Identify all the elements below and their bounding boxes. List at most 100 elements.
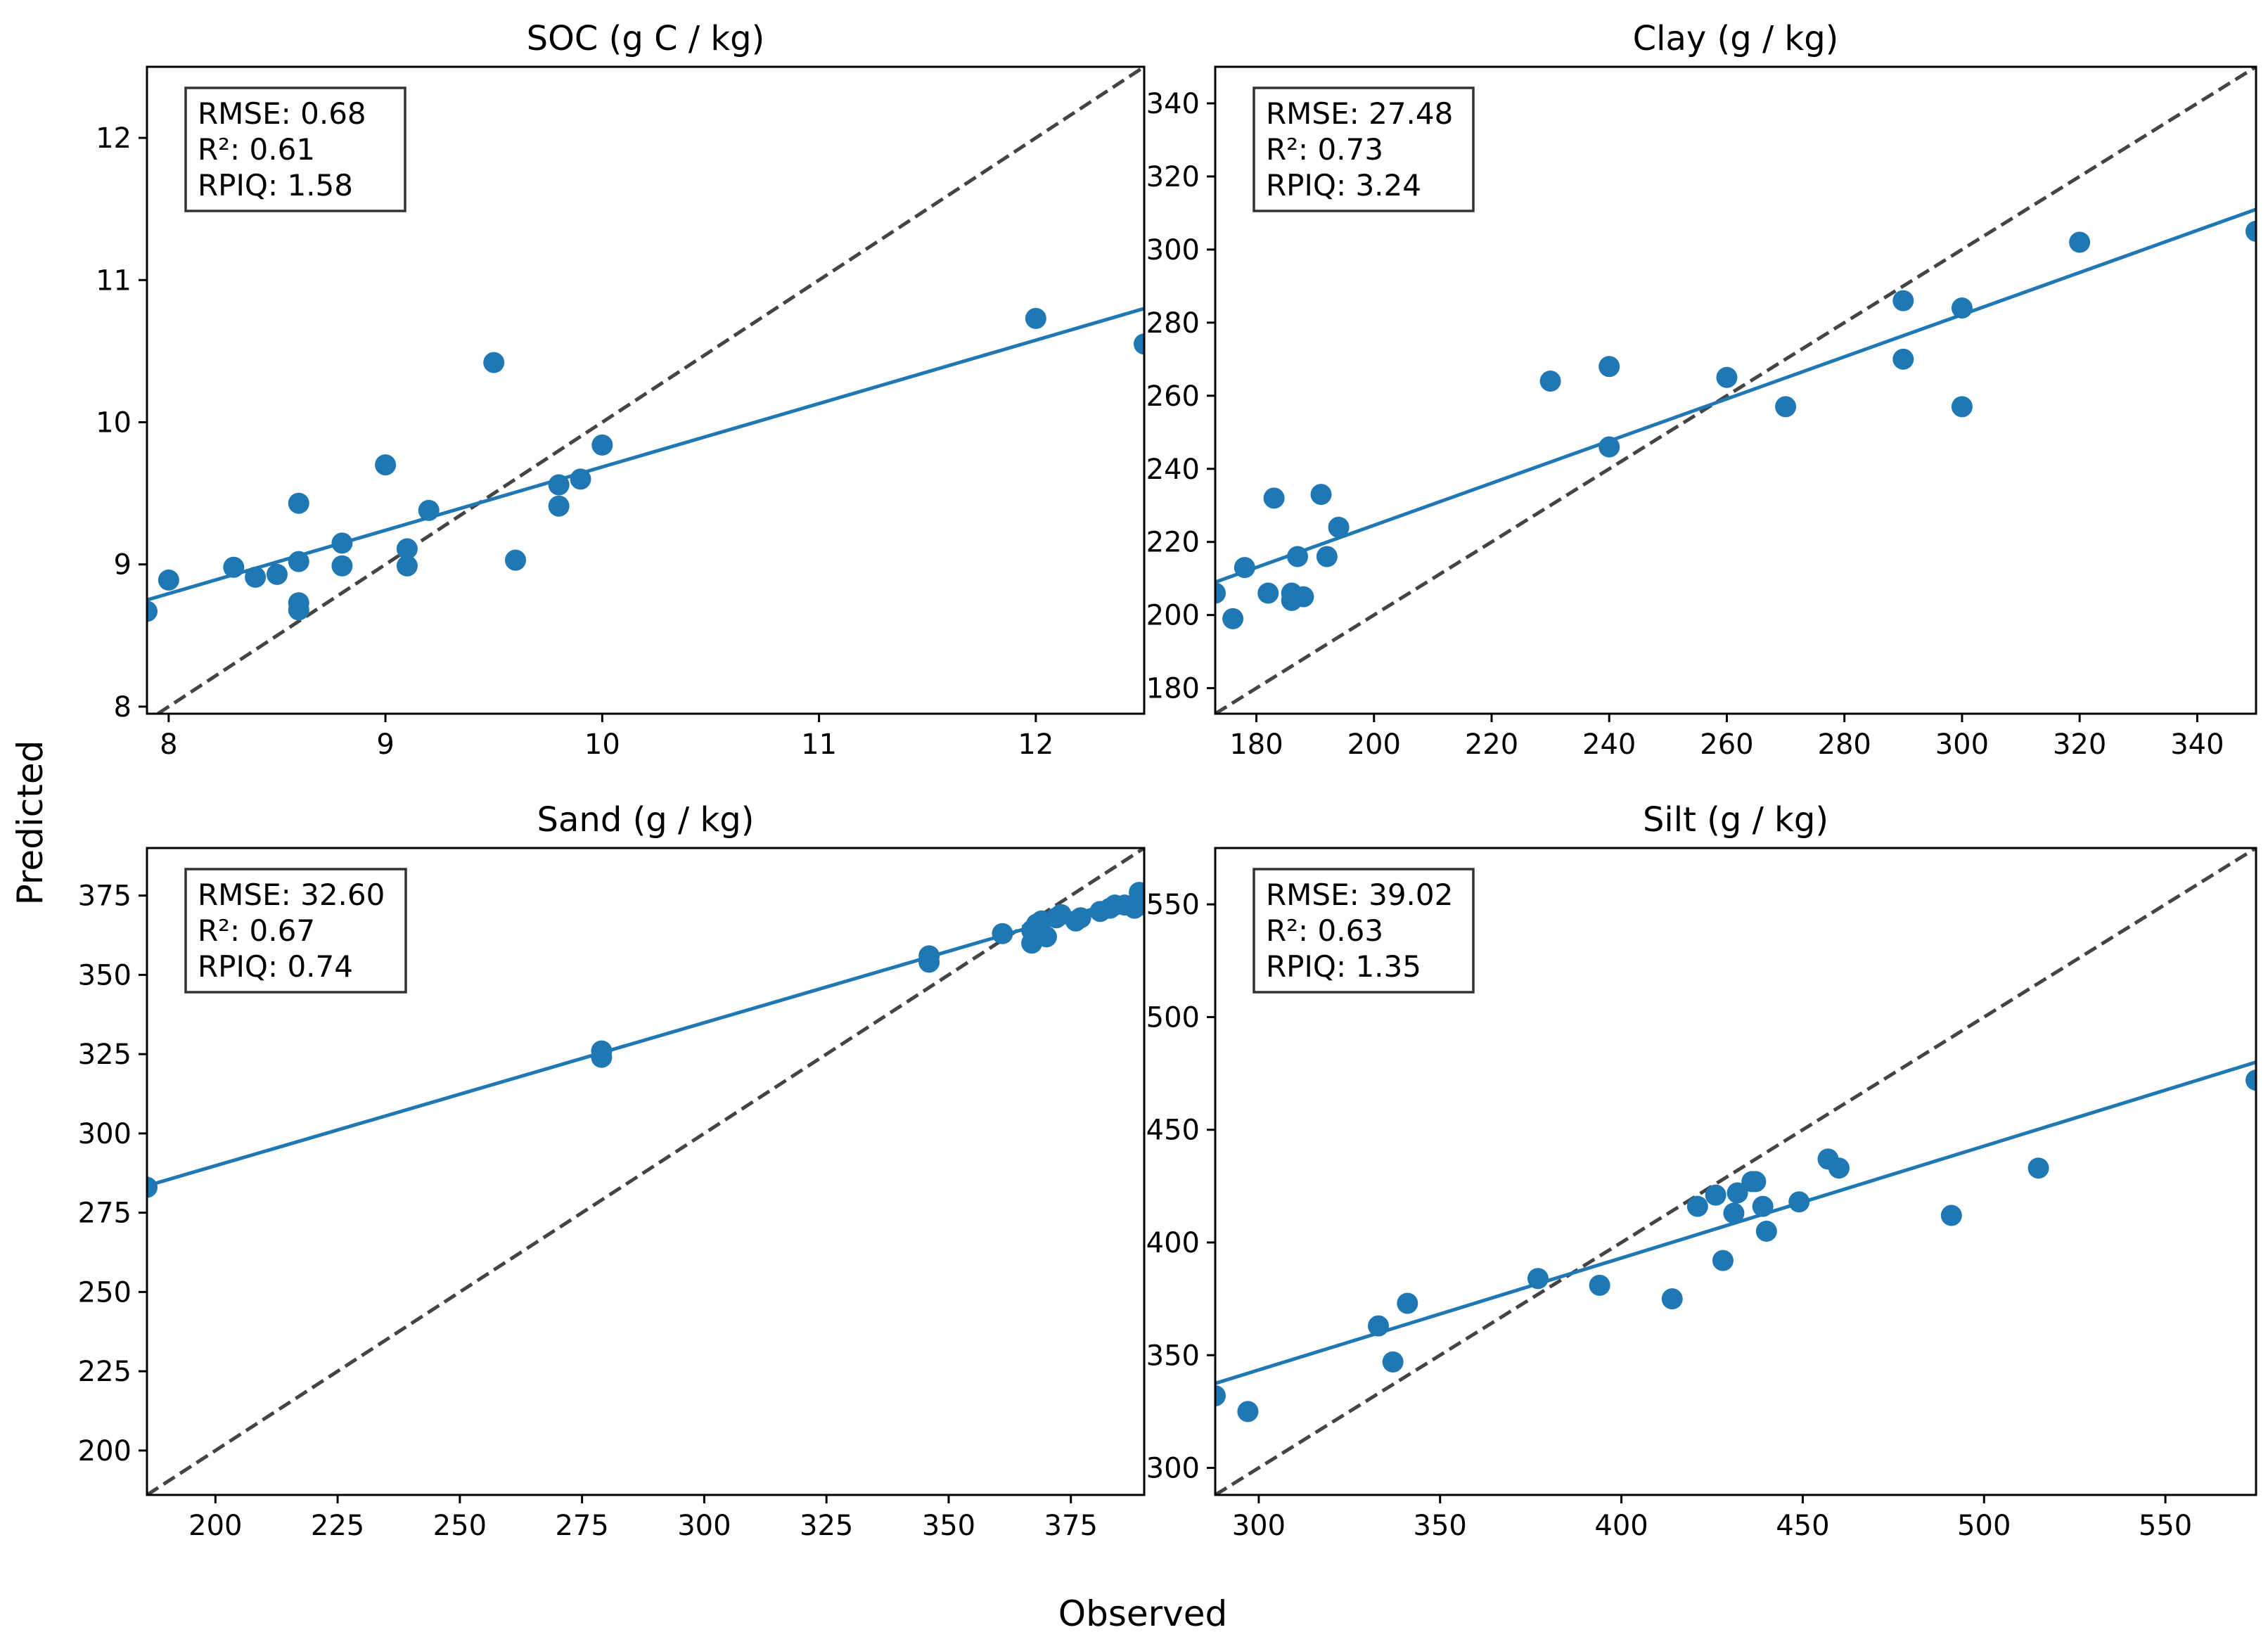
axes-frame — [1214, 847, 2257, 1496]
y-tick-label: 500 — [1146, 1001, 1200, 1034]
axes-frame — [146, 65, 1146, 715]
x-tick-label: 375 — [1044, 1510, 1098, 1542]
data-point — [1940, 1205, 1962, 1226]
y-tick-label: 225 — [78, 1356, 132, 1388]
x-tick-label: 225 — [311, 1510, 364, 1542]
stat-rpiq: RPIQ: 1.35 — [1266, 949, 1421, 984]
chart-title: Clay (g / kg) — [1633, 19, 1839, 58]
chart-title: SOC (g C / kg) — [527, 19, 765, 58]
data-point — [418, 499, 440, 521]
x-tick-label: 180 — [1229, 728, 1283, 761]
data-point — [570, 468, 591, 490]
stats-box-border — [184, 86, 406, 212]
y-tick-label: 550 — [1146, 889, 1200, 921]
stats-box-border — [1252, 868, 1475, 994]
data-point — [1215, 1385, 1226, 1406]
data-point — [992, 923, 1013, 944]
data-point — [1382, 1351, 1404, 1373]
data-point — [1234, 557, 1255, 579]
stats-box-border — [184, 868, 407, 994]
stat-rmse: RMSE: 39.02 — [1266, 878, 1453, 912]
stat-rpiq: RPIQ: 3.24 — [1266, 168, 1421, 203]
x-tick-label: 320 — [2053, 728, 2106, 761]
data-point — [1293, 586, 1314, 608]
data-point — [288, 599, 309, 621]
data-point — [2245, 220, 2256, 242]
y-axis: 8 9 10 11 12 — [96, 122, 147, 724]
data-point — [1527, 1268, 1549, 1290]
stat-rmse: RMSE: 27.48 — [1266, 96, 1453, 131]
data-point — [591, 1046, 613, 1068]
y-tick-label: 300 — [1146, 234, 1200, 266]
stat-rmse: RMSE: 0.68 — [198, 96, 366, 131]
x-tick-label: 350 — [1414, 1510, 1467, 1542]
y-tick-label: 320 — [1146, 161, 1200, 193]
chart-title: Sand (g / kg) — [537, 800, 755, 840]
stat-rmse: RMSE: 32.60 — [198, 878, 385, 912]
data-point — [591, 434, 613, 456]
data-point — [147, 601, 158, 622]
data-point — [1316, 546, 1338, 567]
data-point — [1134, 333, 1144, 355]
regression-line — [147, 307, 1144, 602]
data-point — [1263, 487, 1285, 509]
data-point — [548, 495, 570, 517]
data-point — [1951, 396, 1973, 418]
y-tick-label: 250 — [78, 1276, 132, 1309]
data-point — [483, 352, 505, 373]
y-tick-label: 260 — [1146, 380, 1200, 413]
axes-frame — [1214, 65, 2257, 715]
data-point — [223, 556, 245, 578]
x-tick-label: 200 — [1347, 728, 1401, 761]
x-tick-label: 300 — [1935, 728, 1989, 761]
data-point — [2027, 1157, 2049, 1179]
y-tick-label: 300 — [1146, 1453, 1200, 1485]
plot-area — [147, 848, 1144, 1495]
plot-area — [1215, 67, 2256, 714]
stats-box-border — [1252, 86, 1475, 212]
y-tick-label: 9 — [114, 549, 132, 582]
y-tick-label: 280 — [1146, 307, 1200, 340]
data-point — [1328, 516, 1350, 538]
y-tick-label: 325 — [78, 1039, 132, 1071]
regression-line — [1215, 207, 2256, 584]
y-tick-label: 8 — [114, 691, 132, 724]
data-point — [1589, 1274, 1610, 1296]
data-point — [505, 549, 527, 571]
stat-rpiq: RPIQ: 1.58 — [198, 168, 353, 203]
data-point — [1025, 307, 1046, 329]
regression-line — [147, 892, 1144, 1188]
data-point — [331, 555, 353, 577]
x-tick-label: 275 — [555, 1510, 608, 1542]
data-point — [245, 566, 267, 588]
y-axis: 180 200 220 240 260 280 300 320 340 — [1146, 88, 1215, 705]
x-tick-label: 12 — [1018, 728, 1053, 761]
data-point — [1661, 1288, 1683, 1310]
data-point — [1726, 1182, 1748, 1204]
x-tick-label: 200 — [188, 1510, 242, 1542]
x-tick-label: 250 — [433, 1510, 487, 1542]
data-point — [1134, 894, 1144, 916]
data-point — [918, 951, 940, 973]
axes-frame — [146, 847, 1146, 1496]
y-axis: 300 350 400 450 500 550 — [1146, 889, 1215, 1485]
data-point — [1070, 907, 1091, 929]
x-tick-label: 340 — [2170, 728, 2224, 761]
y-tick-label: 10 — [96, 406, 132, 439]
chart-title: Silt (g / kg) — [1643, 800, 1828, 840]
data-point — [1745, 1171, 1767, 1193]
x-tick-label: 350 — [922, 1510, 975, 1542]
stat-r2: R²: 0.61 — [198, 132, 315, 167]
y-tick-label: 350 — [78, 959, 132, 991]
y-tick-label: 300 — [78, 1118, 132, 1150]
data-point — [375, 454, 397, 476]
data-point — [147, 1176, 158, 1198]
stat-r2: R²: 0.63 — [1266, 913, 1383, 948]
